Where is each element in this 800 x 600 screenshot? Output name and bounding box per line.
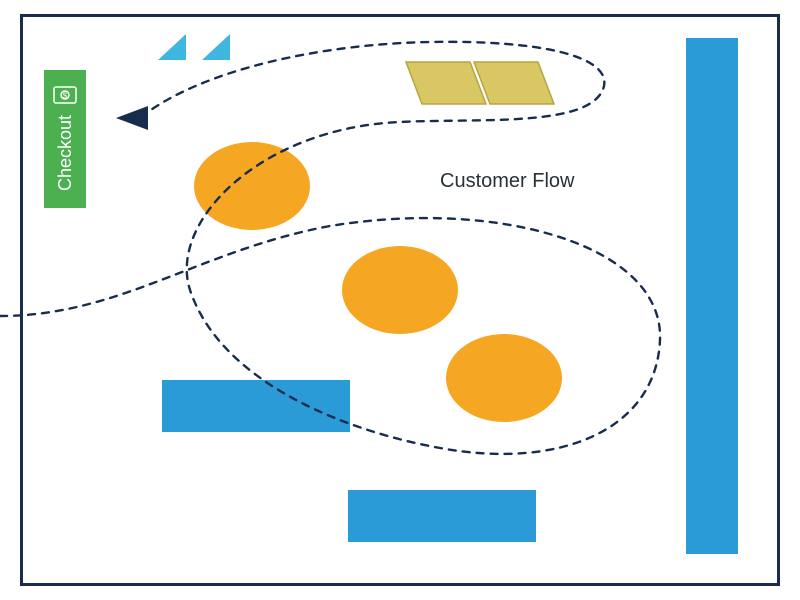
checkout-label: Checkout <box>55 115 76 191</box>
display-table <box>446 334 562 422</box>
checkout-station: $ Checkout <box>44 70 86 208</box>
diagram-canvas: $ Checkout Customer Flow <box>0 0 800 600</box>
fixture-rect <box>348 490 536 542</box>
money-icon: $ <box>53 86 77 109</box>
display-table <box>342 246 458 334</box>
display-table <box>194 142 310 230</box>
fixture-rect <box>162 380 350 432</box>
flow-label: Customer Flow <box>440 170 574 193</box>
fixture-rect <box>686 38 738 554</box>
svg-text:$: $ <box>63 92 68 101</box>
